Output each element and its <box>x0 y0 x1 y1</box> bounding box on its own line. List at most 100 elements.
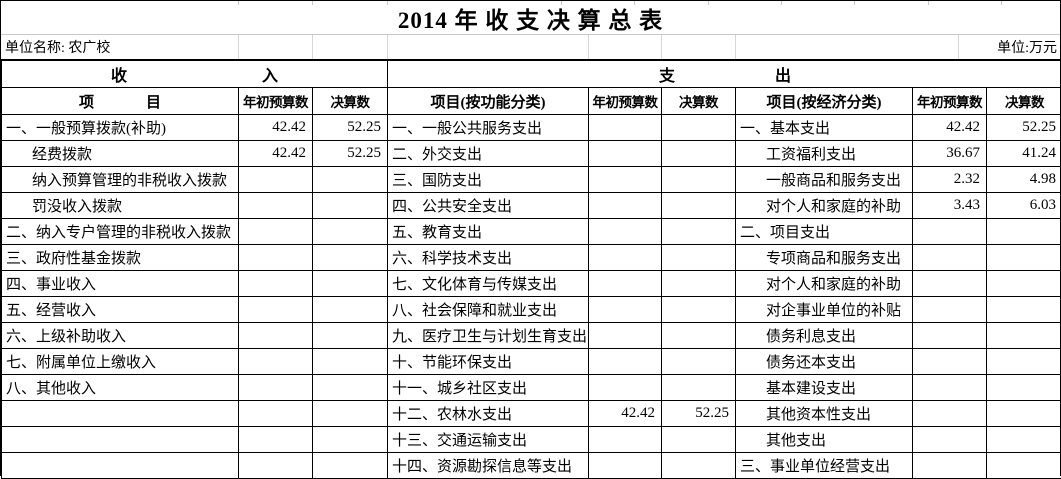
table-row: 六、上级补助收入 九、医疗卫生与计划生育支出 债务利息支出 <box>2 323 1061 349</box>
income-budget-value <box>239 193 313 219</box>
func-budget-value <box>589 193 662 219</box>
func-budget-value <box>589 349 662 375</box>
income-item-label: 四、事业收入 <box>2 271 239 297</box>
func-budget-value <box>589 219 662 245</box>
func-budget-value <box>589 141 662 167</box>
income-item-label: 五、经营收入 <box>2 297 239 323</box>
income-final-value <box>313 375 388 401</box>
col-func-budget: 年初预算数 <box>589 88 662 115</box>
unit-of-measure-label: 单位:万元 <box>997 37 1060 57</box>
income-item-label: 八、其他收入 <box>2 375 239 401</box>
table-row: 罚没收入拨款 四、公共安全支出 对个人和家庭的补助 3.43 6.03 <box>2 193 1061 219</box>
table-row: 二、纳入专户管理的非税收入拨款 五、教育支出 二、项目支出 <box>2 219 1061 245</box>
func-item-label: 二、外交支出 <box>388 141 589 167</box>
func-item-label: 十、节能环保支出 <box>388 349 589 375</box>
page-title: 2014 年 收 支 决 算 总 表 <box>398 1 663 35</box>
econ-final-value <box>987 219 1061 245</box>
econ-budget-value <box>913 375 987 401</box>
func-item-label: 十四、资源勘探信息等支出 <box>388 453 589 479</box>
income-budget-value <box>239 219 313 245</box>
grid-line <box>854 1 855 5</box>
func-item-label: 八、社会保障和就业支出 <box>388 297 589 323</box>
table-row: 五、经营收入 八、社会保障和就业支出 对企事业单位的补贴 <box>2 297 1061 323</box>
unit-row: 单位名称: 农广校 单位:万元 <box>1 34 1060 59</box>
income-item-label: 二、纳入专户管理的非税收入拨款 <box>2 219 239 245</box>
col-econ-budget: 年初预算数 <box>913 88 987 115</box>
func-final-value <box>662 115 736 141</box>
income-budget-value: 42.42 <box>239 115 313 141</box>
econ-budget-value <box>913 401 987 427</box>
econ-item-label: 专项商品和服务支出 <box>736 245 913 271</box>
econ-final-value <box>987 349 1061 375</box>
econ-item-label: 基本建设支出 <box>736 375 913 401</box>
table-row: 十二、农林水支出 42.42 52.25 其他资本性支出 <box>2 401 1061 427</box>
income-item-label <box>2 401 239 427</box>
func-item-label: 一、一般公共服务支出 <box>388 115 589 141</box>
func-budget-value <box>589 297 662 323</box>
econ-budget-value <box>913 297 987 323</box>
grid-line <box>928 1 929 5</box>
grid-line <box>312 1 313 5</box>
func-final-value <box>662 193 736 219</box>
title-row: 2014 年 收 支 决 算 总 表 <box>1 1 1060 34</box>
func-item-label: 四、公共安全支出 <box>388 193 589 219</box>
item-header-char: 目 <box>146 91 161 112</box>
grid-line <box>735 35 736 59</box>
func-budget-value <box>589 245 662 271</box>
income-item-label <box>2 427 239 453</box>
func-final-value <box>662 453 736 479</box>
table-row: 十四、资源勘探信息等支出 三、事业单位经营支出 <box>2 453 1061 479</box>
econ-budget-value: 42.42 <box>913 115 987 141</box>
func-final-value <box>662 141 736 167</box>
econ-budget-value <box>913 271 987 297</box>
func-item-label: 七、文化体育与传媒支出 <box>388 271 589 297</box>
econ-final-value: 6.03 <box>987 193 1061 219</box>
income-item-label: 罚没收入拨款 <box>2 193 239 219</box>
expense-section-header: 支 出 <box>388 60 1061 88</box>
accounts-table: 收 入 支 出 项 目 年初预算数 <box>1 59 1061 479</box>
func-final-value <box>662 219 736 245</box>
func-final-value <box>662 323 736 349</box>
func-budget-value: 42.42 <box>589 401 662 427</box>
econ-final-value <box>987 427 1061 453</box>
table-row: 十三、交通运输支出 其他支出 <box>2 427 1061 453</box>
econ-budget-value <box>913 453 987 479</box>
func-budget-value <box>589 271 662 297</box>
income-final-value <box>313 271 388 297</box>
income-item-label: 经费拨款 <box>2 141 239 167</box>
grid-line <box>561 1 562 5</box>
econ-item-label: 三、事业单位经营支出 <box>736 453 913 479</box>
table-row: 七、附属单位上缴收入 十、节能环保支出 债务还本支出 <box>2 349 1061 375</box>
income-budget-value <box>239 271 313 297</box>
func-final-value <box>662 167 736 193</box>
grid-line <box>708 1 709 5</box>
grid-line <box>958 35 959 59</box>
income-budget-value <box>239 427 313 453</box>
table-row: 八、其他收入 十一、城乡社区支出 基本建设支出 <box>2 375 1061 401</box>
func-budget-value <box>589 167 662 193</box>
func-item-label: 九、医疗卫生与计划生育支出 <box>388 323 589 349</box>
income-budget-value <box>239 245 313 271</box>
grid-line <box>238 35 239 59</box>
func-item-label: 五、教育支出 <box>388 219 589 245</box>
econ-item-label: 对个人和家庭的补助 <box>736 271 913 297</box>
econ-final-value: 4.98 <box>987 167 1061 193</box>
table-row: 一、一般预算拨款(补助) 42.42 52.25 一、一般公共服务支出 一、基本… <box>2 115 1061 141</box>
econ-item-label: 其他资本性支出 <box>736 401 913 427</box>
econ-budget-value: 36.67 <box>913 141 987 167</box>
income-budget-value <box>239 167 313 193</box>
income-budget-value <box>239 323 313 349</box>
unit-name-label: 单位名称: 农广校 <box>1 37 110 57</box>
income-budget-value: 42.42 <box>239 141 313 167</box>
section-header-row: 收 入 支 出 <box>2 60 1061 88</box>
income-final-value <box>313 193 388 219</box>
col-econ-final: 决算数 <box>987 88 1061 115</box>
income-item-label: 六、上级补助收入 <box>2 323 239 349</box>
table-row: 经费拨款 42.42 52.25 二、外交支出 工资福利支出 36.67 41.… <box>2 141 1061 167</box>
table-body: 一、一般预算拨款(补助) 42.42 52.25 一、一般公共服务支出 一、基本… <box>2 115 1061 479</box>
grid-line <box>387 1 388 5</box>
expense-header-char: 出 <box>775 62 791 86</box>
econ-item-label: 对个人和家庭的补助 <box>736 193 913 219</box>
column-header-row: 项 目 年初预算数 决算数 项目(按功能分类) 年初预算数 决算数 项目(按经济… <box>2 88 1061 115</box>
econ-item-label: 一、基本支出 <box>736 115 913 141</box>
